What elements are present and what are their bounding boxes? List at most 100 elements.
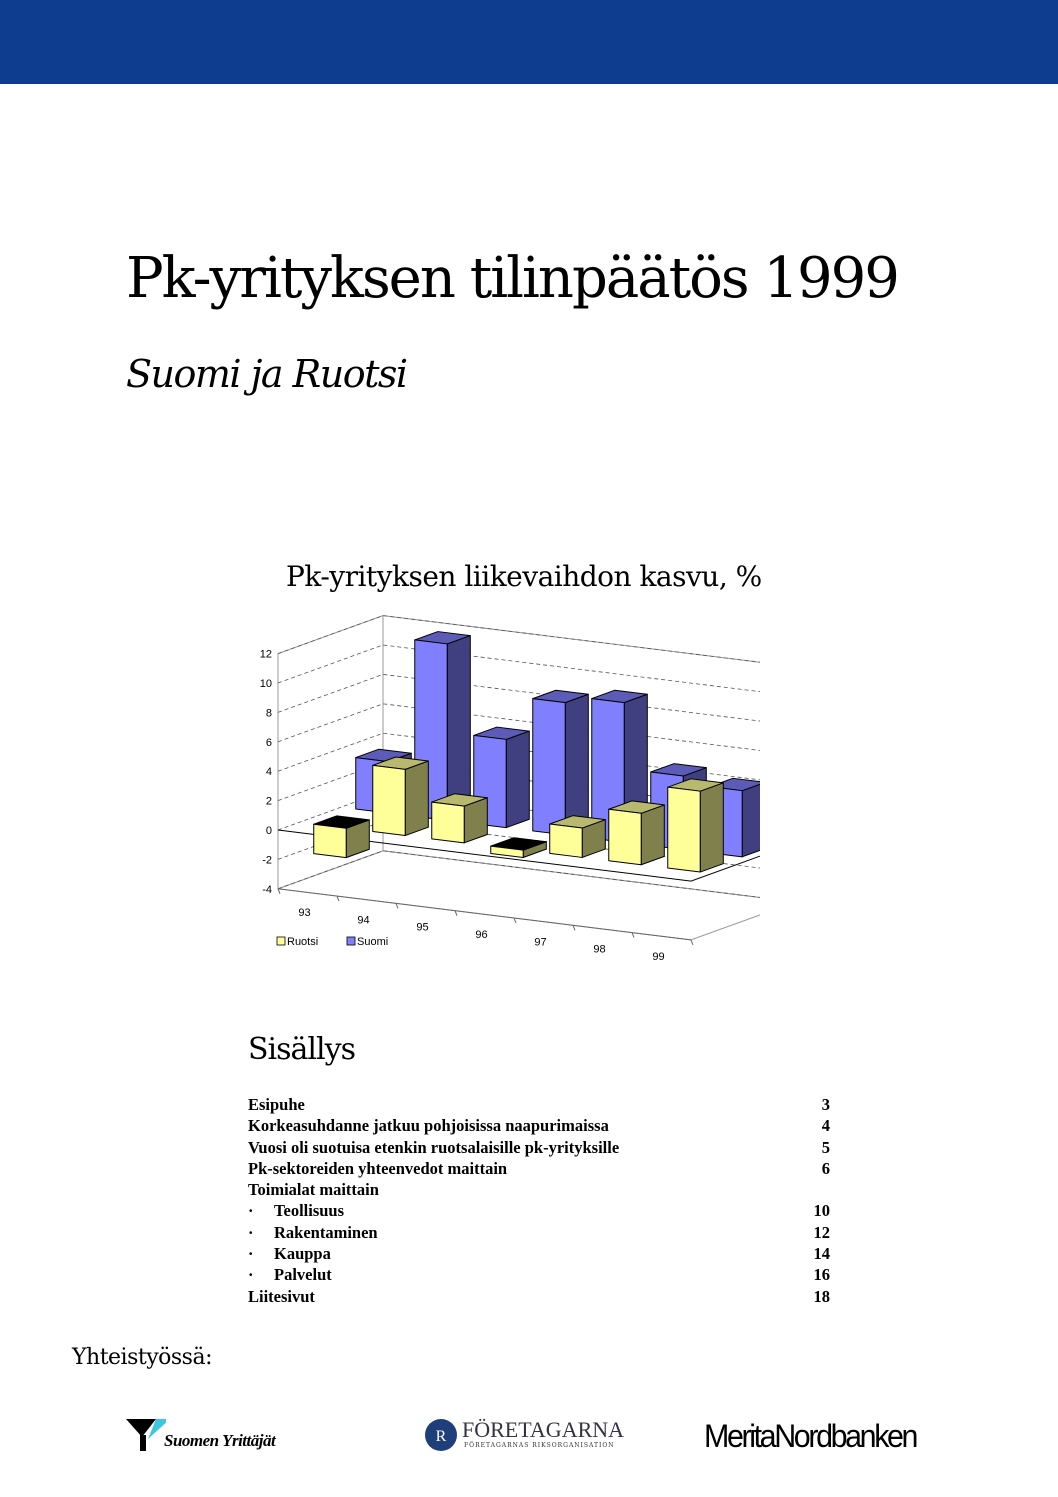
bar-front — [313, 823, 347, 859]
gridline — [277, 732, 760, 781]
bar-ruotsi-96 — [490, 837, 547, 858]
toc-item-label: Pk-sektoreiden yhteenvedot maittain — [248, 1158, 507, 1179]
bar-ruotsi-93 — [313, 815, 370, 859]
x-tick — [277, 888, 281, 894]
x-tick — [513, 917, 517, 924]
y-tick-label: 2 — [266, 796, 272, 808]
toc-item[interactable]: · Kauppa 14 — [248, 1243, 830, 1264]
foretagarna-logo: R FÖRETAGARNA FÖRETAGARNAS RIKSORGANISAT… — [424, 1417, 634, 1453]
toc-item-page: 12 — [813, 1222, 831, 1242]
x-tick-label: 99 — [652, 951, 664, 963]
toc-title: Sisällys — [248, 1032, 356, 1067]
bar-ruotsi-94 — [372, 756, 429, 837]
svg-text:R: R — [436, 1428, 447, 1445]
table-of-contents: Esipuhe 3 Korkeasuhdanne jatkuu pohjoisiss… — [248, 1094, 830, 1307]
bar-front — [372, 764, 406, 837]
toc-item-page: 16 — [813, 1265, 831, 1285]
page-subtitle: Suomi ja Ruotsi — [126, 352, 408, 396]
bullet-icon: · — [248, 1201, 254, 1221]
toc-item[interactable]: Liitesivut 18 — [248, 1286, 830, 1307]
bar-front — [490, 845, 524, 858]
legend-label: Ruotsi — [287, 936, 318, 948]
toc-item-page: 14 — [813, 1244, 831, 1264]
toc-item[interactable]: · Palvelut 16 — [248, 1264, 830, 1285]
bullet-icon: · — [248, 1265, 254, 1285]
toc-item[interactable]: Vuosi oli suotuisa etenkin ruotsalaisill… — [248, 1137, 830, 1158]
x-tick-label: 93 — [298, 907, 310, 919]
toc-item[interactable]: Pk-sektoreiden yhteenvedot maittain 6 — [248, 1158, 830, 1179]
bar-suomi-94 — [414, 631, 471, 821]
toc-item-label: Vuosi oli suotuisa etenkin ruotsalaisill… — [248, 1137, 619, 1158]
toc-item[interactable]: · Rakentaminen 12 — [248, 1222, 830, 1243]
toc-item-text: Teollisuus — [274, 1201, 345, 1221]
x-tick — [395, 903, 399, 909]
toc-item-page: 4 — [821, 1116, 830, 1136]
zero-line — [277, 829, 760, 882]
bar-side — [699, 782, 724, 873]
gridline — [277, 820, 760, 869]
page-title: Pk-yrityksen tilinpäätös 1999 — [126, 246, 900, 311]
toc-item-text: Vuosi oli suotuisa etenkin ruotsalaisill… — [248, 1137, 620, 1157]
suomen-yrittajat-logo: Suomen Yrittäjät — [126, 1417, 316, 1453]
bar-front — [667, 786, 701, 873]
legend-label: Suomi — [357, 936, 388, 948]
x-tick — [572, 925, 576, 931]
meritanordbanken-logo: MeritaNordbanken — [704, 1418, 918, 1454]
toc-item-text: Liitesivut — [248, 1286, 315, 1306]
logo-text: FÖRETAGARNA — [462, 1417, 625, 1442]
bar-ruotsi-99 — [667, 778, 724, 873]
header-band — [0, 0, 1058, 84]
toc-item-label: · Kauppa — [248, 1243, 331, 1264]
toc-item-label: Toimialat maittain — [248, 1179, 379, 1200]
toc-item[interactable]: Toimialat maittain — [248, 1179, 830, 1200]
x-tick-label: 98 — [593, 944, 605, 956]
y-tick-label: 8 — [266, 707, 272, 719]
bar-front — [431, 801, 465, 844]
toc-item-label: Liitesivut — [248, 1286, 315, 1307]
y-tick-label: 10 — [260, 678, 272, 690]
x-tick — [336, 895, 340, 902]
bar-side — [505, 730, 530, 829]
toc-item[interactable]: Esipuhe 3 — [248, 1094, 830, 1115]
bar-front — [608, 808, 642, 866]
partners-label: Yhteistyössä: — [72, 1345, 213, 1370]
x-tick — [454, 910, 458, 916]
suomen-yrittajat-mark-icon — [126, 1419, 166, 1451]
toc-item-page: 5 — [821, 1137, 830, 1157]
y-tick-label: 0 — [266, 825, 272, 837]
growth-chart: -4 -2 0 2 4 6 8 10 12 93 94 95 96 97 98 99 Ruotsi Suomi — [260, 614, 760, 963]
bar-side — [640, 804, 665, 866]
x-tick-label: 94 — [357, 914, 369, 926]
bar-front — [549, 823, 583, 858]
x-tick-label: 95 — [416, 922, 428, 934]
bar-ruotsi-95 — [431, 793, 488, 844]
toc-item-page: 3 — [821, 1095, 830, 1114]
legend-swatch — [276, 936, 286, 946]
toc-item[interactable]: Korkeasuhdanne jatkuu pohjoisissa naapur… — [248, 1115, 830, 1136]
toc-item-text: Toimialat maittain — [248, 1180, 379, 1200]
toc-item[interactable]: · Teollisuus 10 — [248, 1200, 830, 1221]
logo-text: Suomen Yrittäjät — [164, 1431, 276, 1450]
bar-side — [446, 635, 471, 821]
toc-item-text: Rakentaminen — [274, 1222, 378, 1242]
x-axis — [277, 888, 692, 941]
bar-front — [532, 698, 566, 836]
x-tick-label: 96 — [475, 929, 487, 941]
gridline — [277, 615, 760, 663]
y-tick-label: 4 — [266, 766, 272, 778]
bar-suomi-96 — [532, 689, 589, 836]
bar-side — [741, 783, 760, 858]
bullet-icon: · — [248, 1222, 254, 1242]
gridline — [277, 703, 760, 751]
bar-ruotsi-98 — [608, 800, 665, 866]
bar-side — [404, 760, 429, 837]
toc-item-label: Korkeasuhdanne jatkuu pohjoisissa naapur… — [248, 1115, 609, 1136]
logo-tagline: FÖRETAGARNAS RIKSORGANISATION — [464, 1442, 615, 1449]
toc-item-label: · Teollisuus — [248, 1200, 344, 1221]
toc-item-text: Esipuhe — [248, 1095, 305, 1114]
x-tick — [690, 939, 694, 946]
gridline — [277, 644, 760, 693]
bar-side — [564, 693, 589, 836]
bar-ruotsi-97 — [549, 815, 606, 858]
chart-title: Pk-yrityksen liikevaihdon kasvu, % — [286, 560, 762, 593]
